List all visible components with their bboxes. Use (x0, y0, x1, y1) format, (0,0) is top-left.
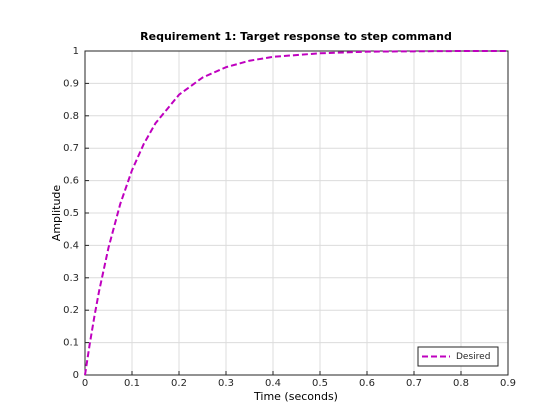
legend-box (417, 346, 499, 367)
x-tick-label: 0.5 (312, 378, 328, 389)
chart-title: Requirement 1: Target response to step c… (140, 30, 452, 43)
y-tick-label: 0 (73, 370, 79, 381)
y-tick-label: 0.1 (63, 338, 79, 349)
x-tick-label: 0 (82, 378, 88, 389)
x-tick-label: 0.2 (171, 378, 187, 389)
y-tick-label: 0.3 (63, 273, 79, 284)
y-tick-label: 0.9 (63, 78, 79, 89)
x-axis-label: Time (seconds) (253, 390, 338, 403)
y-tick-label: 1 (73, 46, 79, 57)
x-tick-label: 0.9 (500, 378, 516, 389)
x-tick-label: 0.7 (406, 378, 422, 389)
y-tick-label: 0.5 (63, 208, 79, 219)
x-tick-label: 0.4 (265, 378, 281, 389)
data-line (84, 50, 508, 376)
x-tick-label: 0.1 (124, 378, 140, 389)
x-tick-label: 0.6 (359, 378, 375, 389)
x-tick-label: 0.3 (218, 378, 234, 389)
legend-label: Desired (456, 352, 490, 362)
y-axis-label: Amplitude (50, 185, 63, 242)
y-tick-label: 0.4 (63, 240, 79, 251)
y-tick-label: 0.8 (63, 111, 79, 122)
y-tick-label: 0.2 (63, 305, 79, 316)
y-tick-label: 0.7 (63, 143, 79, 154)
x-tick-label: 0.8 (453, 378, 469, 389)
y-tick-label: 0.6 (63, 176, 79, 187)
